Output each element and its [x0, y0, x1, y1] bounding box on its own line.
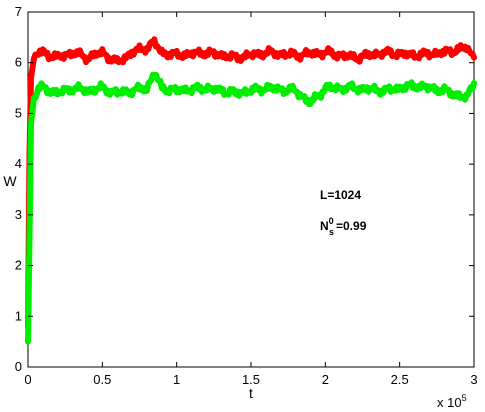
tick-layer: 0 0.5 1 1.5 2 2.5 3 0 1 2 3 4 5 6 7	[15, 4, 478, 387]
y-tick-label: 3	[15, 207, 22, 222]
y-tick-label: 6	[15, 55, 22, 70]
x-tick-label: 0.5	[93, 372, 111, 387]
x-tick-label: 0	[24, 372, 31, 387]
series-line-1	[25, 36, 477, 330]
plot-frame	[27, 11, 475, 368]
y-tick-label: 5	[15, 105, 22, 120]
annotation-ns-sup: 0	[329, 216, 334, 226]
annotation-ns-value: =0.99	[336, 219, 367, 233]
annotation-size: L=1024	[320, 188, 361, 202]
x-multiplier-exponent: 5	[462, 393, 467, 403]
x-multiplier-label: x 105	[437, 393, 467, 410]
y-tick-label: 7	[15, 4, 22, 19]
y-tick-label: 1	[15, 308, 22, 323]
x-tick-label: 2	[322, 372, 329, 387]
y-tick-label: 4	[15, 156, 22, 171]
series-line-2	[25, 71, 477, 345]
x-tick-label: 3	[470, 372, 477, 387]
x-multiplier-prefix: x 10	[437, 395, 462, 410]
annotation-ns: N0 s =0.99	[320, 216, 367, 237]
annotation-ns-sub: s	[329, 227, 334, 237]
x-tick-label: 2.5	[391, 372, 409, 387]
x-axis-label: t	[249, 385, 253, 401]
series-layer	[25, 36, 477, 345]
y-tick-label: 0	[15, 359, 22, 374]
x-tick-label: 1.5	[242, 372, 260, 387]
x-tick-label: 1	[173, 372, 180, 387]
annotation-ns-main: N	[320, 219, 329, 233]
y-axis-label: W	[3, 173, 17, 189]
y-tick-label: 2	[15, 258, 22, 273]
